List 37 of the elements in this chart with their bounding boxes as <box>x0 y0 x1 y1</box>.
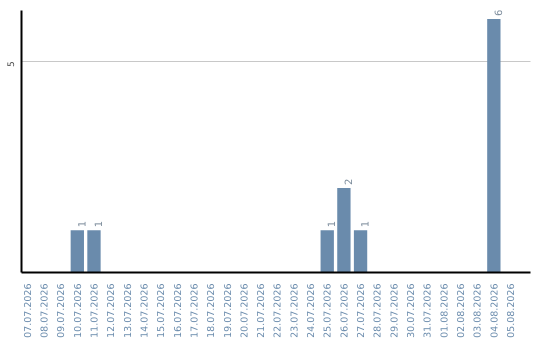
x-tick-label: 09.07.2026 <box>56 283 68 338</box>
data-label: 1 <box>360 220 372 228</box>
x-tick-label: 15.07.2026 <box>156 283 168 338</box>
data-label: 2 <box>344 178 355 185</box>
x-tick-label: 13.07.2026 <box>122 283 134 338</box>
y-tick-label: 5 <box>7 61 17 67</box>
x-tick-label: 08.07.2026 <box>39 283 50 338</box>
x-tick-label: 23.07.2026 <box>289 283 300 338</box>
x-tick-label: 18.07.2026 <box>206 283 218 338</box>
x-tick-label: 04.08.2026 <box>489 283 500 338</box>
x-tick-label: 20.07.2026 <box>239 283 250 338</box>
x-tick-label: 21.07.2026 <box>256 283 268 338</box>
data-label: 6 <box>494 10 505 16</box>
x-tick-label: 24.07.2026 <box>306 283 318 338</box>
x-tick-label: 01.08.2026 <box>439 283 450 338</box>
x-tick-label: 29.07.2026 <box>389 283 400 338</box>
x-tick-label: 19.07.2026 <box>222 283 234 338</box>
x-tick-label: 30.07.2026 <box>406 283 418 338</box>
x-tick-label: 27.07.2026 <box>356 283 368 338</box>
x-tick-label: 10.07.2026 <box>72 283 84 338</box>
x-tick-label: 07.07.2026 <box>22 283 34 338</box>
x-tick-label: 11.07.2026 <box>89 283 100 338</box>
x-tick-label: 03.08.2026 <box>472 283 484 338</box>
x-tick-label: 16.07.2026 <box>172 283 184 338</box>
x-tick-label: 14.07.2026 <box>139 283 150 338</box>
data-label: 1 <box>77 220 88 228</box>
x-tick-label: 25.07.2026 <box>322 283 334 338</box>
data-label: 1 <box>94 220 105 228</box>
x-tick-label: 22.07.2026 <box>272 283 284 338</box>
x-tick-label: 12.07.2026 <box>106 283 118 338</box>
x-tick-label: 17.07.2026 <box>189 283 200 338</box>
x-tick-label: 02.08.2026 <box>456 283 468 338</box>
x-tick-label: 28.07.2026 <box>372 283 384 338</box>
x-tick-label: 31.07.2026 <box>422 283 434 338</box>
x-tick-label: 26.07.2026 <box>339 283 350 338</box>
data-label: 1 <box>327 220 338 228</box>
x-tick-label: 05.08.2026 <box>506 283 518 338</box>
